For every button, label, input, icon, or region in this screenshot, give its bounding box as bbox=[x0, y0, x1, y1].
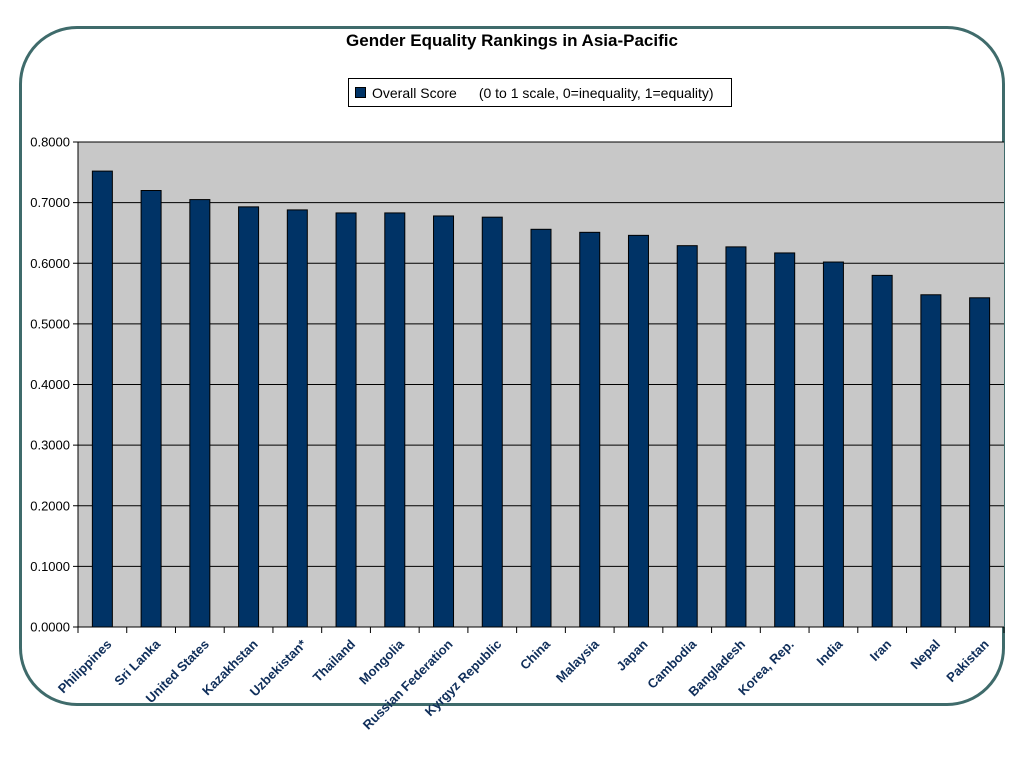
x-category-label: India bbox=[813, 636, 846, 669]
y-tick-label: 0.4000 bbox=[30, 377, 70, 392]
bar bbox=[238, 206, 260, 628]
bar bbox=[822, 261, 844, 628]
x-category-label: Pakistan bbox=[943, 636, 991, 684]
x-category-label: Mongolia bbox=[356, 636, 407, 687]
y-tick-label: 0.3000 bbox=[30, 438, 70, 453]
x-category-label: China bbox=[517, 636, 554, 673]
legend-series-label: Overall Score bbox=[372, 84, 457, 101]
bar bbox=[91, 170, 113, 628]
bar bbox=[871, 274, 893, 628]
bar bbox=[920, 294, 942, 628]
axes bbox=[77, 142, 1005, 633]
bar bbox=[140, 190, 162, 628]
bar bbox=[676, 245, 698, 628]
x-category-label: Japan bbox=[613, 636, 650, 673]
y-axis-ticks: 0.0000 0.1000 0.2000 0.3000 0.4000 0.5000 0.60… bbox=[30, 135, 78, 635]
y-tick-label: 0.2000 bbox=[30, 498, 70, 513]
x-category-label: Philippines bbox=[55, 637, 115, 697]
bar bbox=[774, 252, 796, 628]
y-tick-label: 0.8000 bbox=[30, 135, 70, 150]
chart-title: Gender Equality Rankings in Asia-Pacific bbox=[346, 31, 678, 50]
bar bbox=[579, 231, 601, 628]
bar bbox=[189, 199, 211, 628]
bar bbox=[286, 209, 308, 628]
bar bbox=[433, 215, 455, 628]
y-tick-label: 0.7000 bbox=[30, 195, 70, 210]
bar bbox=[481, 216, 503, 628]
bar bbox=[725, 246, 747, 628]
x-category-label: Malaysia bbox=[553, 636, 602, 685]
y-tick-label: 0.5000 bbox=[30, 316, 70, 331]
chart-legend: Overall Score (0 to 1 scale, 0=inequalit… bbox=[348, 78, 732, 107]
x-category-label: Nepal bbox=[907, 637, 943, 673]
bar bbox=[969, 297, 991, 628]
y-tick-label: 0.6000 bbox=[30, 256, 70, 271]
y-tick-label: 0.1000 bbox=[30, 559, 70, 574]
bar bbox=[335, 212, 357, 628]
bar bbox=[627, 234, 649, 628]
legend-scale-note: (0 to 1 scale, 0=inequality, 1=equality) bbox=[478, 84, 714, 101]
bar bbox=[530, 228, 552, 628]
bars bbox=[91, 170, 991, 628]
x-category-label: Thailand bbox=[310, 636, 358, 684]
y-tick-label: 0.0000 bbox=[30, 620, 70, 635]
legend-swatch bbox=[355, 87, 366, 98]
x-category-label: Iran bbox=[867, 636, 895, 664]
bar bbox=[384, 212, 406, 628]
x-category-label: Russian Federation bbox=[360, 636, 456, 732]
